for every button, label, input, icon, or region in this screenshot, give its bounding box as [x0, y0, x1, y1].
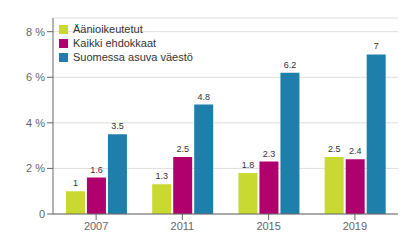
svg-text:1.8: 1.8: [242, 160, 255, 170]
html-text:Äänioikeutetut: Äänioikeutetut: [73, 23, 143, 35]
svg-text:2015: 2015: [256, 220, 280, 232]
svg-text:2.5: 2.5: [176, 144, 189, 154]
svg-text:7: 7: [374, 41, 379, 51]
svg-text:2019: 2019: [343, 220, 367, 232]
svg-text:2 %: 2 %: [26, 162, 45, 174]
svg-text:1.3: 1.3: [155, 171, 168, 181]
svg-text:0: 0: [39, 208, 45, 220]
svg-text:2011: 2011: [171, 220, 195, 232]
svg-text:8 %: 8 %: [26, 26, 45, 38]
svg-text:2.4: 2.4: [349, 146, 362, 156]
html-text:Suomessa asuva väestö: Suomessa asuva väestö: [73, 51, 193, 63]
svg-text:4 %: 4 %: [26, 117, 45, 129]
svg-text:4.8: 4.8: [197, 92, 210, 102]
svg-text:2.3: 2.3: [263, 149, 276, 159]
svg-text:1.6: 1.6: [90, 165, 103, 175]
svg-text:1: 1: [73, 178, 78, 188]
svg-text:2.5: 2.5: [328, 144, 341, 154]
svg-text:6.2: 6.2: [284, 60, 297, 70]
svg-text:3.5: 3.5: [111, 121, 124, 131]
html-text:Kaikki ehdokkaat: Kaikki ehdokkaat: [73, 37, 157, 49]
svg-text:2007: 2007: [84, 220, 108, 232]
svg-text:6 %: 6 %: [26, 71, 45, 83]
